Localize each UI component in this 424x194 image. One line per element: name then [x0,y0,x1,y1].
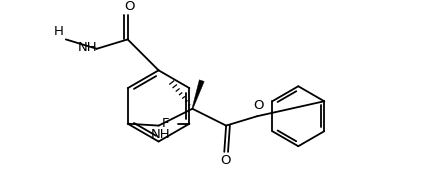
Text: O: O [124,0,135,13]
Text: F: F [161,117,169,130]
Text: H: H [54,24,64,37]
Polygon shape [192,80,204,109]
Text: O: O [254,99,264,112]
Text: NH: NH [78,41,98,54]
Text: O: O [220,154,231,167]
Text: NH: NH [151,128,170,141]
